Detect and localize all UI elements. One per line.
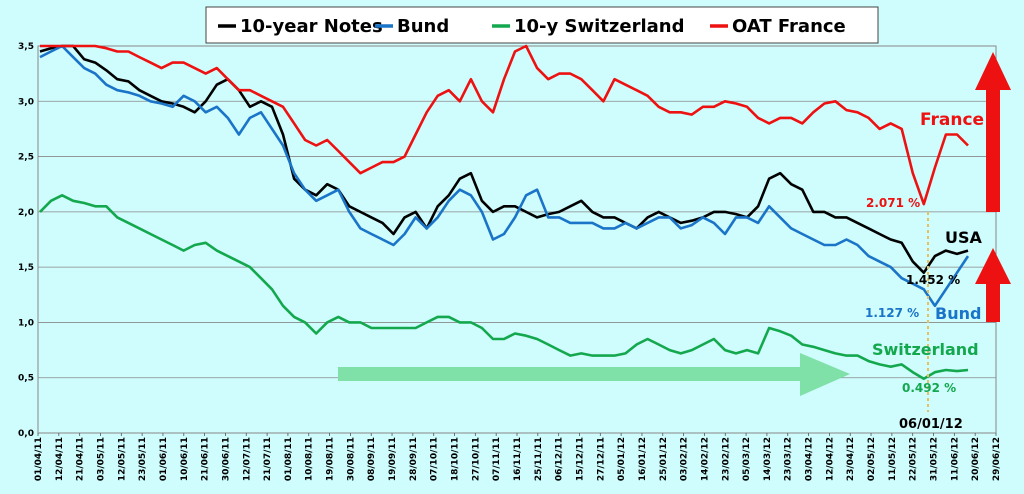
x-tick-label: 03/05/11 [96, 437, 106, 481]
x-tick-label: 27/10/11 [471, 437, 481, 481]
x-tick-label: 01/04/11 [34, 437, 44, 481]
x-tick-label: 11/05/12 [888, 437, 898, 481]
y-tick-label: 1,5 [18, 263, 34, 273]
x-tick-label: 21/04/11 [76, 437, 86, 481]
x-tick-label: 07/10/11 [430, 437, 440, 481]
series-line-10-y-switzerland [39, 194, 969, 381]
usa-label: USA [945, 228, 983, 247]
legend-label: 10-y Switzerland [514, 16, 684, 37]
x-tick-label: 14/03/12 [763, 437, 773, 481]
x-tick-label: 10/06/11 [180, 437, 190, 481]
x-tick-label: 23/02/12 [721, 437, 731, 481]
y-tick-label: 1,0 [18, 318, 34, 328]
x-tick-label: 02/05/12 [867, 437, 877, 481]
series-line-10-year-notes [39, 44, 969, 275]
x-tick-label: 05/01/12 [617, 437, 627, 481]
x-tick-label: 12/05/11 [117, 437, 127, 481]
legend-label: Bund [397, 16, 449, 37]
x-tick-label: 21/07/11 [263, 437, 273, 481]
france-label: France [920, 110, 984, 130]
x-tick-label: 03/02/12 [680, 437, 690, 481]
bund-value: 1.127 % [865, 306, 919, 320]
x-tick-label: 21/06/11 [201, 437, 211, 481]
y-tick-label: 0,0 [18, 429, 34, 439]
x-tick-label: 30/08/11 [346, 437, 356, 481]
legend: 10-year Notes Bund 10-y Switzerland OAT Fra… [205, 6, 879, 44]
legend-label: 10-year Notes [240, 16, 383, 37]
x-tick-label: 27/12/11 [596, 437, 606, 481]
x-tick-label: 10/08/11 [305, 437, 315, 481]
x-tick-label: 23/04/12 [846, 437, 856, 481]
switzerland-label: Switzerland [872, 340, 979, 359]
x-tick-label: 05/03/12 [742, 437, 752, 481]
y-tick-label: 3,0 [18, 97, 34, 107]
x-tick-label: 01/08/11 [284, 437, 294, 481]
x-tick-label: 16/11/11 [513, 437, 523, 481]
x-tick-label: 12/07/11 [242, 437, 252, 481]
y-tick-label: 2,0 [18, 208, 34, 218]
x-tick-label: 15/12/11 [575, 437, 585, 481]
x-tick-label: 31/05/12 [930, 437, 940, 481]
y-tick-label: 0,5 [18, 374, 34, 384]
date-label: 06/01/12 [899, 417, 963, 432]
red-up-arrow-small [975, 248, 1011, 322]
red-up-arrow-large [975, 52, 1011, 212]
x-tick-label: 06/12/11 [555, 437, 565, 481]
x-tick-label: 14/02/12 [700, 437, 710, 481]
x-axis: 01/04/11 12/04/11 21/04/11 03/05/11 12/05/11… [34, 433, 1002, 481]
series-line-bund [39, 44, 970, 308]
france-value: 2.071 % [866, 196, 920, 210]
x-tick-label: 23/03/12 [784, 437, 794, 481]
usa-value: 1.452 % [906, 273, 960, 287]
x-tick-label: 11/06/12 [950, 437, 960, 481]
x-tick-label: 12/04/12 [825, 437, 835, 481]
x-tick-label: 30/06/11 [221, 437, 231, 481]
x-tick-label: 28/09/11 [409, 437, 419, 481]
y-tick-label: 3,5 [18, 42, 34, 52]
series-line-oat-france [40, 44, 969, 206]
green-arrow [338, 353, 850, 396]
x-tick-label: 12/04/11 [55, 437, 65, 481]
x-tick-label: 25/01/12 [659, 437, 669, 481]
x-tick-label: 07/11/11 [492, 437, 502, 481]
x-tick-label: 16/01/12 [638, 437, 648, 481]
x-tick-label: 20/06/12 [971, 437, 981, 481]
x-tick-label: 29/06/12 [992, 437, 1002, 481]
y-axis: 0,0 0,5 1,0 1,5 2,0 2,5 3,0 3,5 [18, 42, 34, 439]
switzerland-value: 0.492 % [902, 381, 956, 395]
x-tick-label: 18/10/11 [451, 437, 461, 481]
y-tick-label: 2,5 [18, 153, 34, 163]
x-tick-label: 03/04/12 [805, 437, 815, 481]
x-tick-label: 23/05/11 [138, 437, 148, 481]
legend-label: OAT France [732, 16, 846, 37]
bund-label: Bund [935, 304, 981, 323]
x-tick-label: 01/06/11 [159, 437, 169, 481]
x-tick-label: 19/09/11 [388, 437, 398, 481]
series-lines [39, 44, 970, 381]
x-tick-label: 25/11/11 [534, 437, 544, 481]
x-tick-label: 19/08/11 [326, 437, 336, 481]
x-tick-label: 08/09/11 [367, 437, 377, 481]
x-tick-label: 22/05/12 [909, 437, 919, 481]
